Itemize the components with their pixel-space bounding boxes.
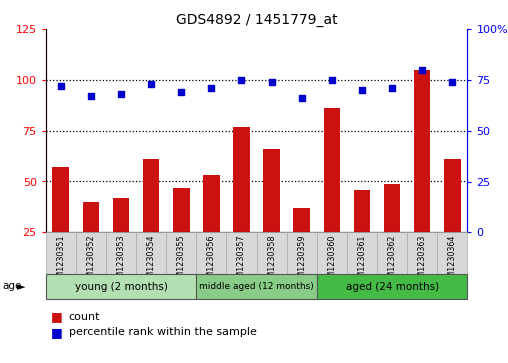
Text: GSM1230355: GSM1230355 [177,234,186,288]
Bar [143,159,160,232]
Text: GSM1230358: GSM1230358 [267,234,276,288]
Text: GSM1230354: GSM1230354 [147,234,155,288]
Point [207,85,215,91]
Bar [414,70,430,232]
Bar [106,232,136,274]
Bar [324,108,340,232]
Text: GSM1230357: GSM1230357 [237,234,246,288]
Bar [354,189,370,232]
Bar [173,188,189,232]
Bar [317,274,467,299]
Bar [384,184,400,232]
Text: ►: ► [17,282,26,292]
Bar [196,274,317,299]
Point [448,79,456,85]
Text: count: count [69,311,100,322]
Text: GSM1230363: GSM1230363 [418,234,427,288]
Bar [317,232,347,274]
Bar [166,232,196,274]
Bar [52,167,69,232]
Text: GSM1230351: GSM1230351 [56,234,66,288]
Point [237,77,245,83]
Text: middle aged (12 months): middle aged (12 months) [199,282,314,291]
Point [268,79,276,85]
Text: aged (24 months): aged (24 months) [345,282,438,292]
Bar [46,274,196,299]
Point [147,81,155,87]
Bar [407,232,437,274]
Point [298,95,306,101]
Text: ■: ■ [51,310,62,323]
Bar [257,232,287,274]
Text: GSM1230364: GSM1230364 [448,234,457,288]
Text: GSM1230356: GSM1230356 [207,234,216,288]
Bar [287,232,317,274]
Bar [263,149,280,232]
Bar [437,232,467,274]
Bar [377,232,407,274]
Text: age: age [3,281,22,291]
Text: young (2 months): young (2 months) [75,282,168,292]
Point [358,87,366,93]
Text: GSM1230360: GSM1230360 [327,234,336,288]
Point [388,85,396,91]
Bar [76,232,106,274]
Bar [233,127,250,232]
Bar [444,159,461,232]
Bar [294,208,310,232]
Bar [347,232,377,274]
Text: GSM1230361: GSM1230361 [358,234,366,288]
Bar [46,232,76,274]
Point [418,67,426,73]
Text: GSM1230352: GSM1230352 [86,234,96,288]
Bar [83,202,99,232]
Text: GSM1230362: GSM1230362 [388,234,397,288]
Point [328,77,336,83]
Title: GDS4892 / 1451779_at: GDS4892 / 1451779_at [176,13,337,26]
Point [87,93,95,99]
Bar [196,232,227,274]
Text: ■: ■ [51,326,62,339]
Text: GSM1230359: GSM1230359 [297,234,306,288]
Bar [227,232,257,274]
Text: GSM1230353: GSM1230353 [116,234,125,288]
Point [117,91,125,97]
Bar [203,175,219,232]
Text: percentile rank within the sample: percentile rank within the sample [69,327,257,337]
Point [57,83,65,89]
Point [177,89,185,95]
Bar [113,198,130,232]
Bar [136,232,166,274]
